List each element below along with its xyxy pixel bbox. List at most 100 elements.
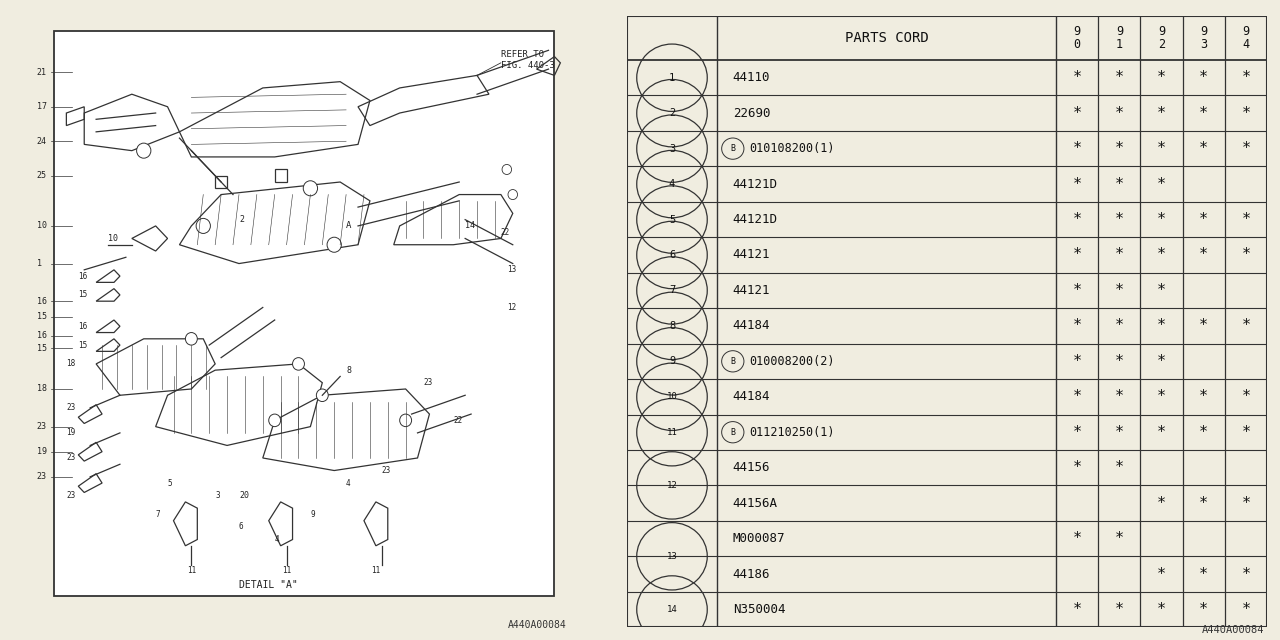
Text: *: * bbox=[1115, 248, 1124, 262]
Text: *: * bbox=[1199, 425, 1208, 440]
Text: *: * bbox=[1157, 212, 1166, 227]
Text: *: * bbox=[1115, 602, 1124, 617]
Text: 23: 23 bbox=[381, 466, 392, 475]
Text: 5: 5 bbox=[168, 479, 173, 488]
Text: 010108200(1): 010108200(1) bbox=[749, 142, 835, 155]
Text: *: * bbox=[1115, 354, 1124, 369]
Text: 3: 3 bbox=[215, 491, 220, 500]
Text: 6: 6 bbox=[669, 250, 675, 260]
Text: 44121D: 44121D bbox=[733, 177, 778, 191]
Text: 15: 15 bbox=[37, 344, 46, 353]
Text: *: * bbox=[1157, 318, 1166, 333]
Circle shape bbox=[186, 333, 197, 345]
Text: 23: 23 bbox=[67, 403, 76, 412]
Text: *: * bbox=[1199, 495, 1208, 511]
Text: *: * bbox=[1157, 495, 1166, 511]
Text: 16: 16 bbox=[37, 297, 46, 306]
Text: A440A00084: A440A00084 bbox=[1202, 625, 1265, 635]
Text: 18: 18 bbox=[37, 385, 46, 394]
Text: 9
1: 9 1 bbox=[1116, 25, 1123, 51]
Text: 44186: 44186 bbox=[733, 568, 771, 580]
Text: *: * bbox=[1115, 141, 1124, 156]
Text: 44184: 44184 bbox=[733, 390, 771, 403]
Text: *: * bbox=[1199, 602, 1208, 617]
Text: 2: 2 bbox=[239, 215, 244, 224]
Text: 9
0: 9 0 bbox=[1074, 25, 1080, 51]
Text: 7: 7 bbox=[156, 510, 160, 519]
Text: 17: 17 bbox=[37, 102, 46, 111]
Text: *: * bbox=[1073, 460, 1082, 475]
Text: 22: 22 bbox=[453, 416, 462, 425]
Text: 11: 11 bbox=[371, 566, 380, 575]
Text: 6: 6 bbox=[239, 522, 243, 531]
Text: 9: 9 bbox=[311, 510, 315, 519]
Text: 22690: 22690 bbox=[733, 107, 771, 120]
Text: *: * bbox=[1242, 566, 1251, 582]
Text: 15: 15 bbox=[37, 312, 46, 321]
Text: 44110: 44110 bbox=[733, 71, 771, 84]
Text: 15: 15 bbox=[78, 340, 87, 349]
Text: *: * bbox=[1199, 106, 1208, 121]
Text: *: * bbox=[1073, 389, 1082, 404]
Text: *: * bbox=[1073, 70, 1082, 85]
Text: *: * bbox=[1157, 106, 1166, 121]
Text: 5: 5 bbox=[669, 214, 675, 225]
Text: *: * bbox=[1242, 495, 1251, 511]
Text: 14: 14 bbox=[667, 605, 677, 614]
Text: M000087: M000087 bbox=[733, 532, 786, 545]
Text: 23: 23 bbox=[37, 422, 46, 431]
Text: *: * bbox=[1073, 602, 1082, 617]
Circle shape bbox=[196, 218, 210, 234]
Text: 14: 14 bbox=[465, 221, 475, 230]
Text: *: * bbox=[1157, 248, 1166, 262]
Text: 23: 23 bbox=[424, 378, 433, 387]
Text: 16: 16 bbox=[78, 322, 87, 331]
Text: REFER TO
FIG. 440-3: REFER TO FIG. 440-3 bbox=[500, 51, 554, 70]
Text: *: * bbox=[1073, 177, 1082, 191]
Text: 10: 10 bbox=[37, 221, 46, 230]
Text: 11: 11 bbox=[667, 428, 677, 436]
Text: *: * bbox=[1115, 460, 1124, 475]
Text: PARTS CORD: PARTS CORD bbox=[845, 31, 928, 45]
Text: 23: 23 bbox=[67, 491, 76, 500]
Text: *: * bbox=[1242, 248, 1251, 262]
Text: *: * bbox=[1242, 318, 1251, 333]
Text: *: * bbox=[1242, 106, 1251, 121]
Circle shape bbox=[303, 180, 317, 196]
Text: 44156: 44156 bbox=[733, 461, 771, 474]
Text: *: * bbox=[1115, 106, 1124, 121]
Text: 16: 16 bbox=[37, 331, 46, 340]
Text: B: B bbox=[731, 357, 735, 366]
Text: *: * bbox=[1199, 70, 1208, 85]
Text: 18: 18 bbox=[67, 360, 76, 369]
Text: *: * bbox=[1199, 389, 1208, 404]
Text: *: * bbox=[1157, 602, 1166, 617]
Text: *: * bbox=[1199, 318, 1208, 333]
Text: 44121: 44121 bbox=[733, 248, 771, 262]
Text: 12: 12 bbox=[507, 303, 516, 312]
Text: B: B bbox=[731, 144, 735, 153]
Text: 4: 4 bbox=[275, 535, 279, 544]
Text: *: * bbox=[1242, 70, 1251, 85]
Circle shape bbox=[399, 414, 412, 427]
Text: *: * bbox=[1242, 602, 1251, 617]
Text: 11: 11 bbox=[187, 566, 196, 575]
Text: 44121: 44121 bbox=[733, 284, 771, 297]
Text: *: * bbox=[1115, 70, 1124, 85]
Text: *: * bbox=[1115, 177, 1124, 191]
Text: *: * bbox=[1073, 425, 1082, 440]
Text: *: * bbox=[1157, 177, 1166, 191]
Text: *: * bbox=[1115, 389, 1124, 404]
Text: *: * bbox=[1199, 566, 1208, 582]
Text: *: * bbox=[1157, 70, 1166, 85]
Text: *: * bbox=[1073, 141, 1082, 156]
Text: 010008200(2): 010008200(2) bbox=[749, 355, 835, 368]
Text: 1: 1 bbox=[37, 259, 42, 268]
Circle shape bbox=[328, 237, 342, 252]
Text: 22: 22 bbox=[500, 228, 511, 237]
Text: N350004: N350004 bbox=[733, 603, 786, 616]
Text: A: A bbox=[346, 221, 352, 230]
Text: *: * bbox=[1115, 531, 1124, 546]
Text: 8: 8 bbox=[669, 321, 675, 331]
Text: *: * bbox=[1199, 212, 1208, 227]
